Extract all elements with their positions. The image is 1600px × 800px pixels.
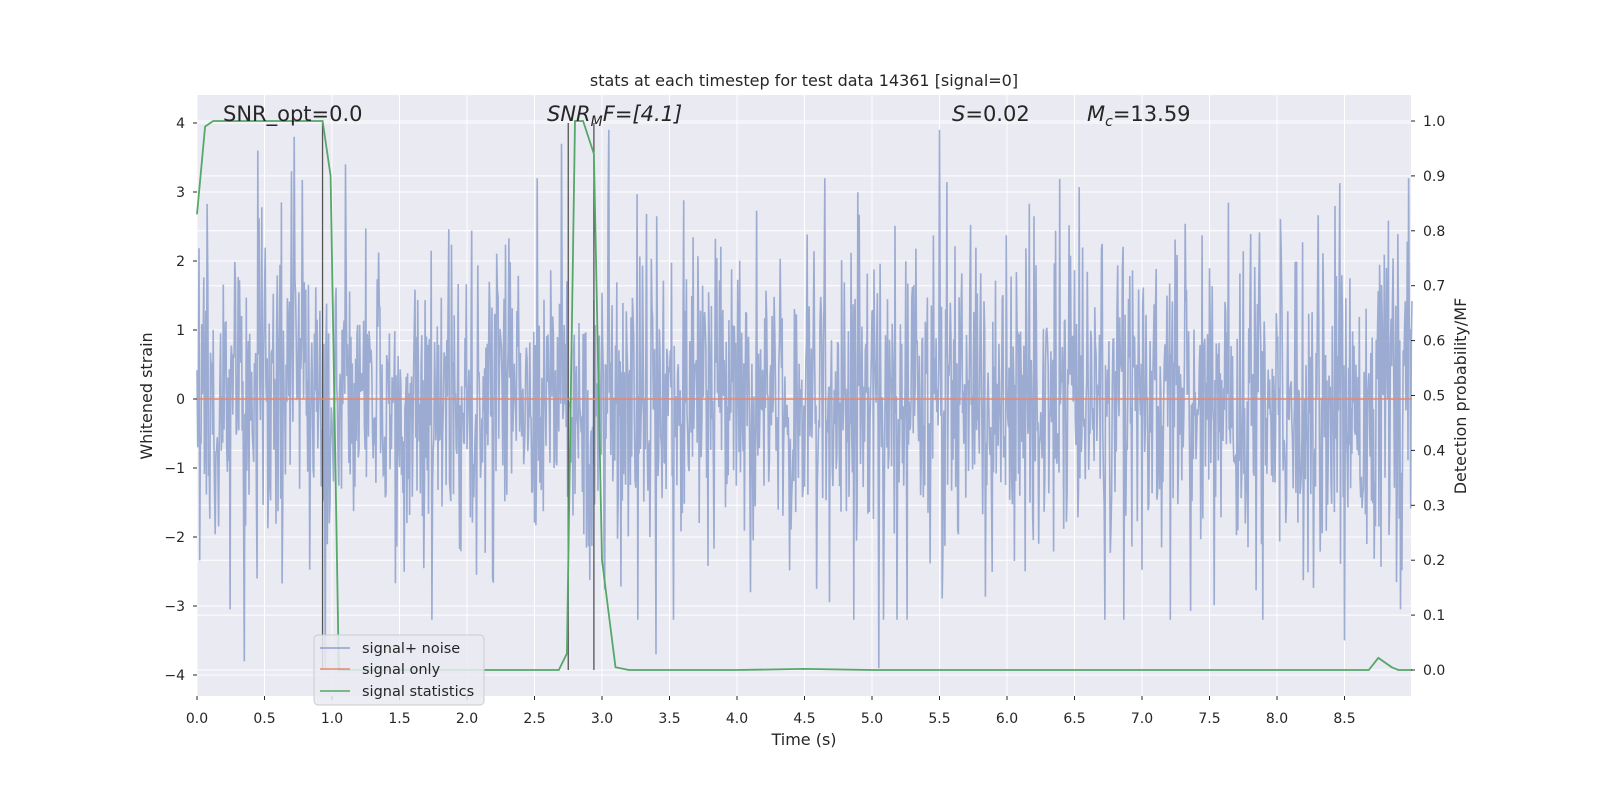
y2-tick-label: 0.7 <box>1423 279 1445 295</box>
noise-line <box>196 129 1413 669</box>
annotation-mc-rest: =13.59 <box>1113 102 1191 126</box>
y2-tick-label: 0.6 <box>1423 334 1445 350</box>
y2-tick-label: 0.9 <box>1423 169 1445 185</box>
y-tick-label: 0 <box>176 392 185 408</box>
y2-tick-label: 0.8 <box>1423 224 1445 240</box>
annotation-snr-mf-rest: F=[4.1] <box>603 102 682 126</box>
y-tick-label: 1 <box>176 323 185 339</box>
x-tick-label: 3.0 <box>591 711 613 727</box>
x-tick-label: 1.5 <box>388 711 410 727</box>
chart-title: stats at each timestep for test data 143… <box>590 71 1018 90</box>
legend-label-signal-statistics: signal statistics <box>362 684 474 700</box>
y2-tick-label: 0.2 <box>1423 553 1445 569</box>
y-tick-label: 4 <box>176 116 185 132</box>
y-tick-label: −2 <box>164 530 185 546</box>
y-axis-label: Whitened strain <box>137 332 156 459</box>
x-tick-label: 2.0 <box>456 711 478 727</box>
x-tick-label: 8.5 <box>1333 711 1355 727</box>
x-tick-label: 2.5 <box>523 711 545 727</box>
legend-box <box>313 634 485 706</box>
legend: signal+ noise signal only signal statist… <box>313 634 485 706</box>
annotation-snr-mf: SNRMF=[4.1] <box>547 102 682 130</box>
annotation-mc-sub: c <box>1105 114 1113 130</box>
annotation-s-main: S <box>952 102 965 126</box>
x-tick-label: 0.5 <box>253 711 275 727</box>
annotation-s-rest: =0.02 <box>965 102 1029 126</box>
annotation-snr-opt: SNR_opt=0.0 <box>223 102 363 127</box>
annotation-s: S=0.02 <box>952 102 1030 126</box>
y2-axis-ticks: 1.0 0.9 0.8 0.7 0.6 0.5 0.4 0.3 0.2 0.1 0.0 <box>1411 114 1445 679</box>
x-tick-label: 6.5 <box>1063 711 1085 727</box>
x-tick-label: 5.0 <box>861 711 883 727</box>
legend-label-signal-only: signal only <box>362 662 441 678</box>
x-tick-label: 3.5 <box>658 711 680 727</box>
y2-tick-label: 0.5 <box>1423 389 1445 405</box>
annotation-mc: Mc=13.59 <box>1087 102 1191 130</box>
y-tick-label: 3 <box>176 185 185 201</box>
y2-tick-label: 0.0 <box>1423 663 1445 679</box>
signal-noise-series <box>196 129 1413 669</box>
y2-tick-label: 0.4 <box>1423 443 1445 459</box>
y-tick-label: −1 <box>164 461 185 477</box>
signal-statistics-series <box>196 120 1412 671</box>
y2-tick-label: 0.3 <box>1423 498 1445 514</box>
x-tick-label: 4.0 <box>726 711 748 727</box>
y-tick-label: −3 <box>164 599 185 615</box>
annotation-snr-mf-main: SNR <box>547 102 591 126</box>
x-tick-label: 0.0 <box>186 711 208 727</box>
annotation-snr-mf-sub: M <box>591 114 603 130</box>
y2-axis-label: Detection probability/MF <box>1451 298 1470 495</box>
signal-statistics-line <box>196 120 1412 671</box>
x-tick-label: 1.0 <box>321 711 343 727</box>
y-axis-ticks: 4 3 2 1 0 −1 −2 −3 −4 <box>164 116 197 684</box>
x-tick-label: 8.0 <box>1266 711 1288 727</box>
y2-tick-label: 1.0 <box>1423 114 1445 130</box>
x-tick-label: 7.0 <box>1131 711 1153 727</box>
x-tick-label: 6.0 <box>996 711 1018 727</box>
grid <box>196 95 1411 696</box>
y-tick-label: 2 <box>176 254 185 270</box>
annotation-mc-main: M <box>1087 102 1105 126</box>
x-axis-ticks: 0.0 0.5 1.0 1.5 2.0 2.5 3.0 3.5 4.0 4.5 5.0 5.5 6.0 6… <box>186 696 1356 727</box>
legend-label-signal-noise: signal+ noise <box>362 641 460 657</box>
y2-tick-label: 0.1 <box>1423 608 1445 624</box>
x-tick-label: 5.5 <box>928 711 950 727</box>
x-tick-label: 7.5 <box>1198 711 1220 727</box>
y-tick-label: −4 <box>164 668 185 684</box>
x-tick-label: 4.5 <box>793 711 815 727</box>
x-axis-label: Time (s) <box>770 730 836 749</box>
